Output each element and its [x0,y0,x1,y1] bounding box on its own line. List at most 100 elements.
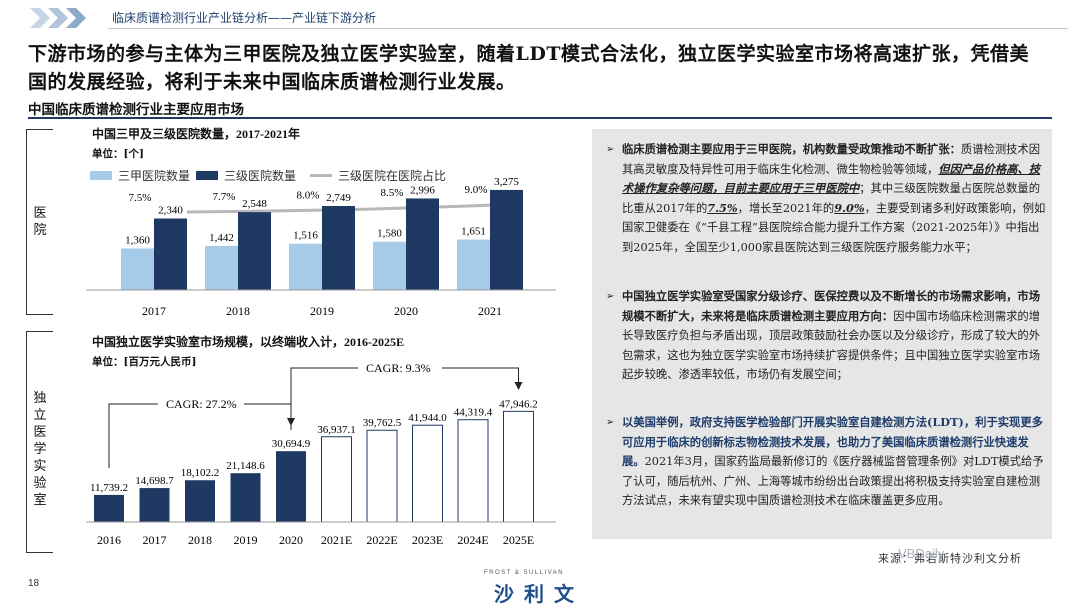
value-label: 36,937.1 [317,424,356,436]
cagr-bracket [442,367,519,384]
chart1-title: 中国三甲及三级医院数量，2017-2021年 [92,127,300,141]
logo-text-cn: 沙利文 [494,582,584,606]
hospital-label: 医院 [33,206,47,238]
cagr-label: CAGR: 9.3% [366,361,431,375]
x-tick-label: 2025E [503,533,534,547]
x-tick-label: 2017 [143,533,167,547]
paragraph-hospital: ➢ 临床质谱检测主要应用于三甲医院，机构数量受政策推动不断扩张：质谱检测技术因其… [606,142,1046,254]
arrow-head-icon [514,382,523,390]
chevron-right-icon [30,8,50,28]
lab-market-chart: 11,739.2 2016 14,698.7 2017 18,102.2 2018 21,1… [86,361,556,547]
bar-tertiary-a [373,241,406,290]
x-tick-label: 2019 [234,533,258,547]
bar-tertiary-a [289,243,322,290]
bar-tertiary-a [457,239,490,290]
value-label: 2,749 [326,192,351,204]
x-tick-label: 2021E [321,533,352,547]
x-tick-label: 2021 [478,304,502,318]
value-label: 41,944.0 [408,412,447,424]
chevron-right-icon [48,8,68,28]
value-label: 1,442 [209,232,234,244]
bar-tertiary [322,206,355,290]
value-label: 1,651 [461,226,486,238]
value-label: 2,996 [410,184,435,196]
page-number: 18 [28,578,40,589]
market-bar [457,419,489,523]
market-bar [321,436,352,523]
x-tick-label: 2024E [457,533,488,547]
value-label: 44,319.4 [454,407,493,419]
section-divider [28,117,1052,119]
value-label: 11,739.2 [90,482,128,494]
lab-bracket [26,331,53,553]
chart2-unit: 单位：[百万元人民币] [92,356,197,368]
cagr-bracket [290,367,358,430]
cagr-bracket [108,403,158,468]
hospital-bracket [26,129,53,315]
legend-label: 三级医院在医院占比 [338,168,446,183]
paragraph-lab: ➢ 中国独立医学实验室受国家分级诊疗、医保控费以及不断增长的市场需求影响，市场规… [606,289,1041,382]
share-label: 8.5% [381,187,404,199]
share-label: 7.7% [213,191,236,203]
watermark: VBDaily [898,546,945,561]
x-tick-label: 2022E [366,533,397,547]
value-label: 1,516 [293,230,318,242]
x-tick-label: 2019 [310,304,334,318]
value-label: 30,694.9 [272,438,311,450]
value-label: 14,698.7 [135,475,174,487]
value-label: 3,275 [494,176,519,188]
share-label: 9.0% [465,184,488,196]
market-bar [276,451,306,522]
value-label: 21,148.6 [226,460,265,472]
value-label: 47,946.2 [499,398,538,410]
value-label: 2,548 [242,198,267,210]
bar-tertiary [490,189,523,290]
x-tick-label: 2018 [226,304,250,318]
bar-tertiary-a [121,248,154,290]
bar-tertiary [238,212,271,290]
market-bar [503,410,534,523]
legend-swatch [90,171,112,180]
legend-swatch [196,171,218,180]
cagr-label: CAGR: 27.2% [166,397,237,411]
share-label: 7.5% [129,192,152,204]
bullet-icon: ➢ [606,291,615,302]
cagr-bracket [244,403,292,420]
headline: 下游市场的参与主体为三甲医院及独立医学实验室，随着LDT模式合法化，独立医学实验… [28,43,1029,93]
market-bar [185,480,215,522]
bullet-icon: ➢ [606,417,615,428]
header-title: 临床质谱检测行业产业链分析——产业链下游分析 [112,11,377,25]
paragraph-ldt: ➢ 以美国举例，政府支持医学检验部门开展实验室自建检测方法(LDT)，利于实现更… [606,415,1044,508]
market-bar [412,424,443,523]
hospital-count-chart: 三甲医院数量 三级医院数量 三级医院在医院占比 7.5% 7.7% 8.0% 8.5% 9.0… [86,168,556,318]
section-title: 中国临床质谱检测行业主要应用市场 [28,102,244,118]
header-divider [108,28,1068,29]
market-bar [139,488,170,522]
x-tick-label: 2020 [394,304,418,318]
value-label: 2,340 [158,205,183,217]
x-tick-label: 2017 [142,304,166,318]
value-label: 18,102.2 [181,467,220,479]
lab-label: 独立医学实验室 [33,391,47,508]
chart1-unit: 单位：[个] [92,148,144,160]
value-label: 1,580 [377,228,402,240]
source-note: 来源：弗若斯特沙利文分析 [878,552,1022,565]
market-bar [230,473,261,522]
x-tick-label: 2016 [97,533,121,547]
legend-label: 三级医院数量 [224,168,296,183]
bar-tertiary-a [205,245,238,290]
share-label: 8.0% [297,190,320,202]
market-bar [94,494,124,522]
bullet-icon: ➢ [606,144,615,155]
logo-text-en: FROST & SULLIVAN [484,570,565,576]
x-tick-label: 2018 [188,533,212,547]
x-tick-label: 2023E [412,533,443,547]
bar-tertiary [154,218,187,290]
value-label: 1,360 [125,234,150,246]
analysis-panel [592,129,1052,539]
legend-label: 三甲医院数量 [118,168,190,183]
chevron-right-icon [66,8,86,28]
bar-tertiary [406,198,439,290]
value-label: 39,762.5 [363,417,402,429]
x-tick-label: 2020 [279,533,303,547]
